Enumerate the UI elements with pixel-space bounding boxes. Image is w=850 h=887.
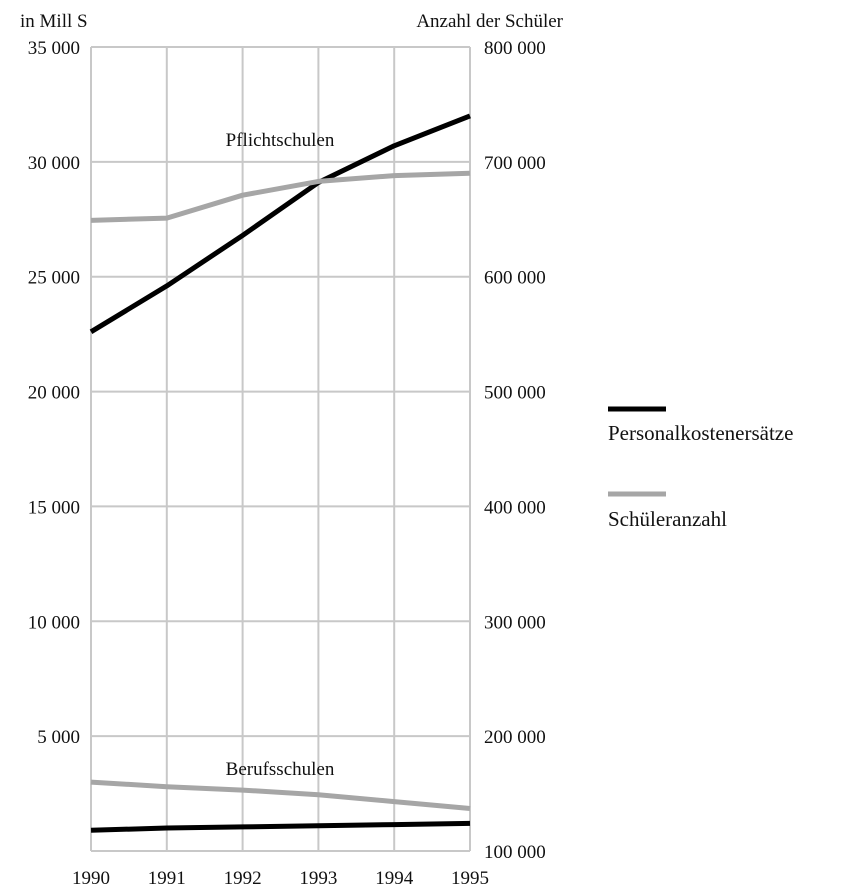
left-tick-label: 20 000 — [28, 383, 80, 404]
left-tick-label: 5 000 — [37, 727, 80, 748]
legend: Personalkostenersätze Schüleranzahl — [608, 406, 793, 531]
x-tick-label: 1990 — [72, 868, 110, 887]
series-line-berufsschulen-personalkosteners-tze — [90, 820, 471, 833]
x-tick-label: 1994 — [375, 868, 414, 887]
series-line-pflichtschulen-sch-leranzahl — [90, 170, 471, 223]
annotation-berufsschulen: Berufsschulen — [226, 759, 335, 780]
x-tick-label: 1991 — [148, 868, 186, 887]
tick-labels: 5 000 10 000 15 000 20 000 25 000 30 000 35 00… — [28, 38, 546, 887]
left-tick-label: 25 000 — [28, 268, 80, 289]
right-tick-label: 800 000 — [484, 38, 546, 59]
right-tick-label: 400 000 — [484, 497, 546, 518]
x-tick-label: 1992 — [224, 868, 262, 887]
left-tick-label: 30 000 — [28, 153, 80, 174]
left-tick-label: 35 000 — [28, 38, 80, 59]
series-line-berufsschulen-sch-leranzahl — [90, 779, 471, 811]
left-axis-title: in Mill S — [20, 11, 88, 32]
series-lines — [89, 113, 471, 833]
grid — [90, 46, 471, 852]
legend-label-schueleranzahl: Schüleranzahl — [608, 507, 727, 531]
left-tick-label: 15 000 — [28, 497, 80, 518]
left-tick-label: 10 000 — [28, 612, 80, 633]
right-tick-label: 300 000 — [484, 612, 546, 633]
right-tick-label: 200 000 — [484, 727, 546, 748]
right-tick-label: 100 000 — [484, 842, 546, 863]
x-tick-label: 1995 — [451, 868, 489, 887]
right-tick-label: 600 000 — [484, 268, 546, 289]
right-tick-label: 500 000 — [484, 383, 546, 404]
right-tick-label: 700 000 — [484, 153, 546, 174]
series-line-pflichtschulen-personalkosteners-tze — [89, 113, 471, 334]
annotation-pflichtschulen: Pflichtschulen — [226, 130, 335, 151]
right-axis-title: Anzahl der Schüler — [416, 11, 563, 32]
x-tick-label: 1993 — [299, 868, 337, 887]
legend-label-personalkostenersaetze: Personalkostenersätze — [608, 421, 793, 445]
